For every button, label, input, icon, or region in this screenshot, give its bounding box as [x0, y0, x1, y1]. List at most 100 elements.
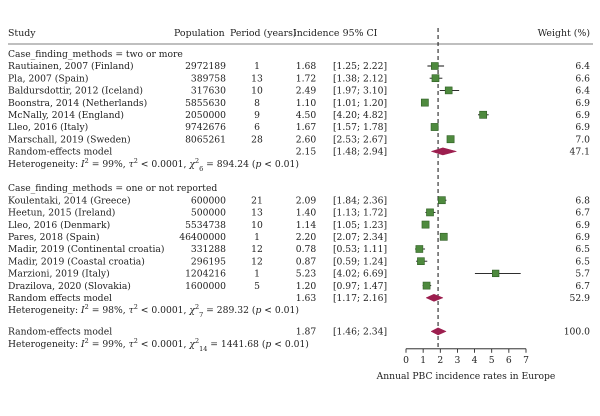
overall-incidence: 1.87 — [296, 327, 317, 338]
incidence-value: 1.20 — [296, 281, 317, 292]
population-value: 296195 — [191, 256, 226, 267]
study-box — [446, 135, 455, 144]
weight-value: 6.9 — [575, 98, 590, 109]
weight-value: 6.9 — [575, 220, 590, 231]
ci-value: [0.59; 1.24] — [333, 256, 387, 267]
incidence-value: 0.78 — [296, 244, 317, 255]
study-box — [421, 220, 430, 229]
period-value: 1 — [254, 61, 260, 72]
incidence-value: 1.14 — [296, 220, 317, 231]
population-value: 1600000 — [185, 281, 226, 292]
incidence-value: 2.60 — [296, 134, 317, 145]
study-name: Lleo, 2016 (Italy) — [8, 122, 88, 133]
ci-value: [0.53; 1.11] — [333, 244, 387, 255]
incidence-value: 0.87 — [296, 256, 317, 267]
ci-value: [4.20; 4.82] — [333, 110, 387, 121]
study-name: Baldursdottir, 2012 (Iceland) — [8, 86, 143, 97]
study-name: Rautiainen, 2007 (Finland) — [8, 61, 134, 72]
overall-weight: 100.0 — [564, 327, 590, 338]
study-box — [415, 245, 424, 253]
study-box — [437, 196, 446, 205]
header-incidence: Incidence — [293, 28, 340, 39]
ci-value: [1.01; 1.20] — [333, 98, 387, 109]
ci-value: [1.25; 2.22] — [333, 61, 387, 72]
period-value: 13 — [251, 73, 263, 84]
ci-value: [0.97; 1.47] — [333, 281, 387, 292]
period-value: 12 — [251, 256, 263, 267]
subgroup-heterogeneity: Heterogeneity: I2 = 98%, τ2 < 0.0001, χ2… — [8, 303, 299, 319]
incidence-value: 1.10 — [296, 98, 317, 109]
study-box — [439, 232, 448, 241]
study-name: Koulentaki, 2014 (Greece) — [8, 195, 131, 206]
group-label: Case_finding_methods = two or more — [8, 49, 183, 60]
population-value: 600000 — [191, 195, 226, 206]
study-name: Marzioni, 2019 (Italy) — [8, 269, 110, 280]
weight-value: 6.8 — [575, 195, 590, 206]
header-population: Population — [174, 28, 225, 39]
population-value: 2972189 — [185, 61, 226, 72]
study-name: Pla, 2007 (Spain) — [8, 73, 88, 84]
weight-value: 6.6 — [575, 73, 590, 84]
weight-value: 6.9 — [575, 232, 590, 243]
x-axis-label: Annual PBC incidence rates in Europe — [376, 371, 556, 382]
subgroup-weight: 47.1 — [570, 147, 590, 158]
incidence-value: 4.50 — [296, 110, 317, 121]
ci-value: [1.05; 1.23] — [333, 220, 387, 231]
weight-value: 6.4 — [575, 61, 590, 72]
population-value: 500000 — [191, 208, 226, 219]
x-tick-label: 0 — [403, 355, 409, 366]
weight-value: 6.5 — [575, 256, 590, 267]
study-name: Madir, 2019 (Continental croatia) — [8, 244, 164, 255]
population-value: 5534738 — [185, 220, 226, 231]
x-tick-label: 3 — [454, 355, 460, 366]
header-ci: 95% CI — [343, 28, 378, 39]
subgroup-incidence: 1.63 — [296, 293, 317, 304]
study-box — [492, 269, 500, 278]
study-name: Boonstra, 2014 (Netherlands) — [8, 98, 147, 109]
subgroup-diamond — [425, 293, 444, 302]
weight-value: 6.4 — [575, 86, 590, 97]
incidence-value: 5.23 — [296, 269, 317, 280]
study-box — [417, 257, 425, 266]
period-value: 6 — [254, 122, 260, 133]
ci-value: [2.07; 2.34] — [333, 232, 387, 243]
weight-value: 5.7 — [575, 269, 590, 280]
incidence-value: 1.72 — [296, 73, 316, 84]
study-box — [422, 281, 431, 290]
period-value: 12 — [251, 244, 263, 255]
population-value: 389758 — [191, 73, 226, 84]
weight-value: 6.5 — [575, 244, 590, 255]
overall-summary-label: Random-effects model — [8, 327, 112, 338]
weight-value: 6.7 — [575, 208, 590, 219]
period-value: 21 — [251, 195, 263, 206]
study-name: Drazilova, 2020 (Slovakia) — [8, 281, 131, 292]
period-value: 10 — [251, 220, 263, 231]
rows-layer: Case_finding_methods = two or moreRautia… — [8, 49, 590, 353]
population-value: 2050000 — [185, 110, 226, 121]
incidence-value: 1.68 — [296, 61, 317, 72]
weight-value: 6.9 — [575, 122, 590, 133]
study-name: Heetun, 2015 (Ireland) — [8, 208, 115, 219]
subgroup-weight: 52.9 — [570, 293, 591, 304]
population-value: 331288 — [191, 244, 226, 255]
incidence-value: 1.40 — [296, 208, 317, 219]
population-value: 46400000 — [179, 232, 226, 243]
header-period: Period (years) — [230, 28, 297, 39]
study-box — [426, 208, 434, 217]
ci-value: [2.53; 2.67] — [333, 134, 387, 145]
ci-value: [1.13; 1.72] — [333, 208, 387, 219]
subgroup-ci: [1.17; 2.16] — [333, 293, 387, 304]
incidence-value: 2.09 — [296, 195, 317, 206]
group-label: Case_finding_methods = one or not report… — [8, 183, 217, 194]
incidence-value: 2.49 — [296, 86, 317, 97]
study-box — [431, 62, 439, 70]
study-box — [431, 74, 440, 83]
study-box — [430, 123, 439, 131]
x-tick-label: 6 — [506, 355, 512, 366]
period-value: 8 — [254, 98, 260, 109]
period-value: 1 — [254, 232, 260, 243]
ci-value: [1.38; 2.12] — [333, 73, 387, 84]
x-axis: 0 1 2 3 4 5 6 7 Annual PBC incidence rates in Eu… — [376, 348, 556, 382]
study-name: Lleo, 2016 (Denmark) — [8, 220, 110, 231]
incidence-value: 1.67 — [296, 122, 317, 133]
